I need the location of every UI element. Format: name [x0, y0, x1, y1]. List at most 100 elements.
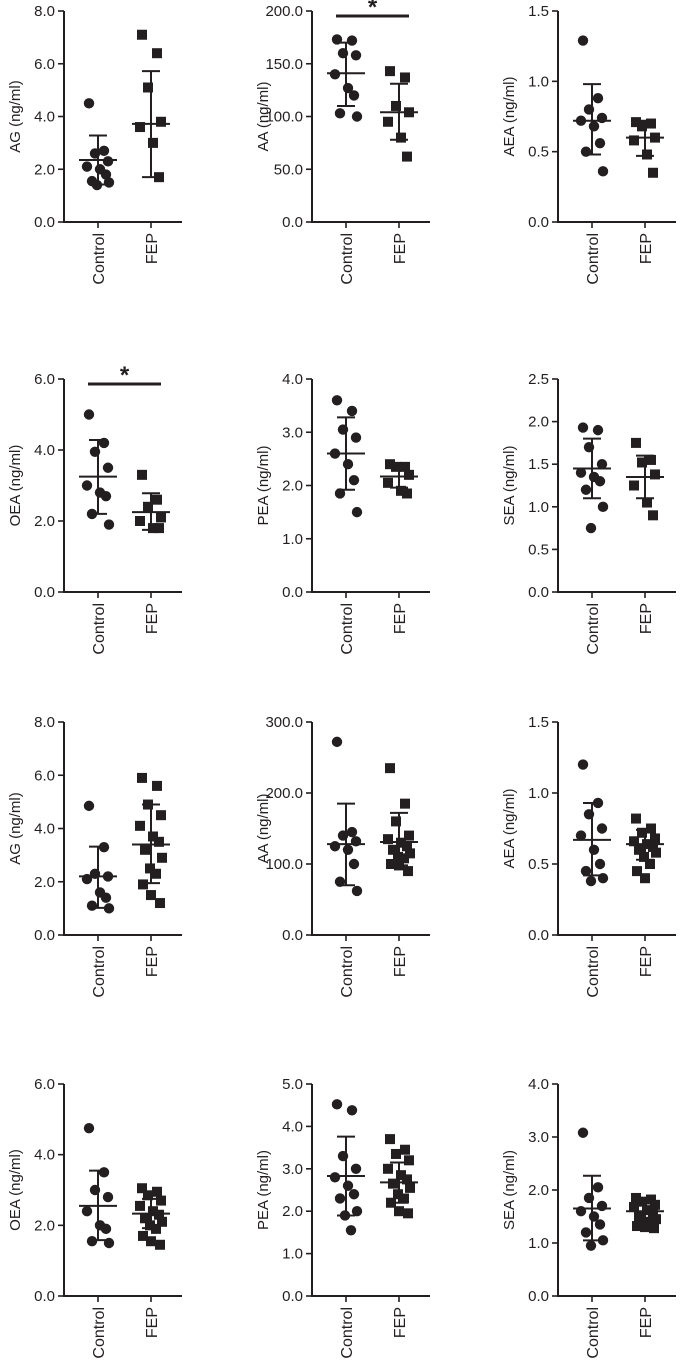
y-tick-label: 1.5 [528, 456, 549, 473]
y-tick-label: 0.0 [528, 214, 549, 231]
control-point [351, 111, 363, 122]
fep-point [156, 116, 166, 127]
fep-point [637, 827, 647, 838]
control-point [592, 424, 604, 436]
control-point [597, 166, 609, 177]
control-point [103, 177, 115, 188]
control-point [100, 490, 112, 502]
y-tick-label: 100.0 [265, 109, 303, 126]
control-point [98, 1167, 110, 1178]
fep-point [137, 1183, 147, 1194]
significance-star: * [368, 0, 378, 21]
fep-point [138, 879, 148, 890]
fep-point [648, 510, 658, 521]
y-axis-title: OEA (ng/ml) [7, 445, 24, 527]
x-tick-label: Control [585, 1307, 602, 1359]
control-point [348, 474, 360, 486]
fep-point [631, 813, 641, 824]
control-point [594, 476, 606, 487]
y-tick-label: 6.0 [34, 1076, 55, 1093]
fep-point [651, 1214, 661, 1225]
fep-point [148, 831, 158, 842]
control-point [331, 736, 343, 748]
fep-point [135, 820, 145, 831]
fep-point [650, 469, 660, 480]
y-tick-label: 0.5 [528, 541, 549, 558]
y-tick-label: 0.0 [528, 927, 549, 944]
y-tick-label: 6.0 [34, 371, 55, 388]
fep-point [642, 149, 652, 160]
fep-point [637, 457, 647, 468]
y-tick-label: 1.0 [528, 73, 549, 90]
y-tick-label: 1.0 [528, 1235, 549, 1252]
y-tick-label: 0.0 [34, 927, 55, 944]
fep-point [634, 1211, 644, 1222]
fep-point [646, 454, 656, 465]
control-point [351, 506, 363, 518]
fep-point [143, 82, 153, 93]
fep-point [640, 1222, 650, 1233]
fep-point [629, 135, 639, 146]
x-tick-label: Control [339, 946, 356, 998]
control-point [350, 50, 362, 61]
fep-point [157, 1216, 167, 1227]
control-point [83, 409, 95, 420]
fep-point [396, 485, 406, 496]
control-point [577, 759, 589, 770]
fep-point [388, 1178, 398, 1189]
fep-point [650, 1199, 660, 1210]
x-tick-label: FEP [144, 603, 161, 634]
y-tick-label: 2.0 [528, 1182, 549, 1199]
y-tick-label: 0.0 [282, 584, 303, 601]
control-point [334, 108, 346, 119]
fep-point [138, 1230, 148, 1241]
y-tick-label: 300.0 [265, 714, 303, 731]
fep-point [146, 1236, 156, 1247]
y-tick-label: 4.0 [528, 1076, 549, 1093]
y-tick-label: 4.0 [34, 109, 55, 126]
y-tick-label: 4.0 [282, 371, 303, 388]
control-point [350, 1163, 362, 1175]
y-tick-label: 8.0 [34, 3, 55, 20]
fep-point [155, 1239, 165, 1250]
fep-point [146, 890, 156, 901]
control-point [351, 885, 363, 897]
control-point [348, 858, 360, 870]
fep-point [646, 823, 656, 834]
fep-point [391, 816, 401, 827]
fep-point [137, 29, 147, 40]
y-axis-title: SEA (ng/ml) [501, 445, 518, 525]
control-point [594, 138, 606, 149]
control-point [597, 1235, 609, 1246]
fep-point [385, 1134, 395, 1145]
control-point [577, 422, 589, 433]
y-axis-title: PEA (ng/ml) [255, 445, 272, 525]
y-tick-label: 0.0 [282, 1288, 303, 1305]
fep-point [648, 167, 658, 178]
fep-point [391, 100, 401, 111]
fep-point [402, 488, 412, 499]
y-tick-label: 4.0 [34, 442, 55, 459]
fep-point [404, 469, 414, 480]
x-tick-label: Control [91, 1307, 108, 1359]
control-point [102, 156, 114, 167]
fep-point [640, 873, 650, 884]
fep-point [143, 501, 153, 512]
fep-point [385, 763, 395, 774]
y-tick-label: 0.5 [528, 144, 549, 161]
y-tick-label: 0.0 [34, 584, 55, 601]
fep-point [137, 469, 147, 480]
control-point [81, 480, 93, 491]
control-point [345, 1225, 357, 1236]
chart-panel-3: 0.0 0.5 1.0 1.5 AEA (ng/ml) Control FEP [501, 3, 676, 285]
y-tick-label: 2.0 [528, 414, 549, 431]
control-point [580, 1227, 592, 1238]
y-tick-label: 0.5 [528, 856, 549, 873]
control-point [331, 395, 343, 406]
control-point [348, 90, 360, 101]
control-point [100, 1223, 112, 1235]
fep-point [403, 866, 413, 877]
x-tick-label: Control [91, 946, 108, 998]
control-point [585, 1240, 597, 1251]
control-point [329, 841, 341, 852]
